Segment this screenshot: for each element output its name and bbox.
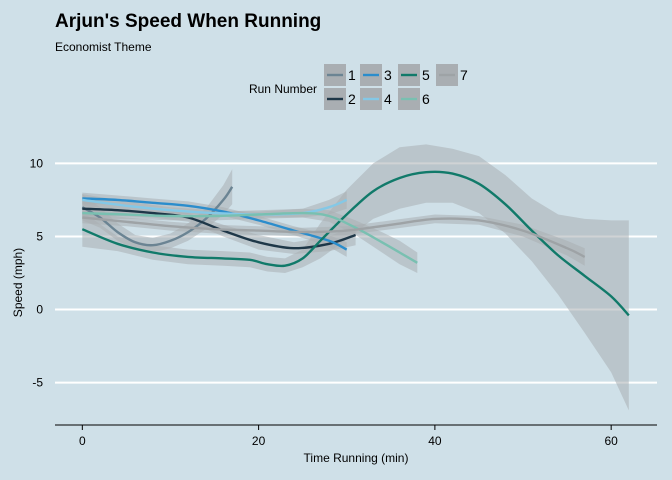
legend-label-5: 5 xyxy=(422,67,430,83)
chart-subtitle: Economist Theme xyxy=(55,40,152,54)
series-line-3 xyxy=(82,197,348,251)
confidence-band-6 xyxy=(82,207,418,273)
chart-title: Arjun's Speed When Running xyxy=(55,11,322,32)
y-axis-title: Speed (mph) xyxy=(11,248,25,317)
legend-label-7: 7 xyxy=(460,67,468,83)
y-tick-label--5: -5 xyxy=(32,376,43,390)
legend-label-3: 3 xyxy=(384,67,392,83)
x-tick-label-60: 60 xyxy=(604,434,618,448)
x-tick-label-20: 20 xyxy=(252,434,266,448)
x-tick-label-40: 40 xyxy=(428,434,442,448)
confidence-band-5 xyxy=(82,144,629,411)
legend-label-1: 1 xyxy=(348,67,356,83)
legend-label-2: 2 xyxy=(348,91,356,107)
y-tick-label-5: 5 xyxy=(36,229,43,243)
legend-label-4: 4 xyxy=(384,91,392,107)
legend-title: Run Number xyxy=(249,82,317,96)
x-axis-title: Time Running (min) xyxy=(304,451,409,465)
series-line-6 xyxy=(82,211,418,264)
x-tick-label-0: 0 xyxy=(79,434,86,448)
y-tick-label-10: 10 xyxy=(30,156,44,170)
y-tick-label-0: 0 xyxy=(36,303,43,317)
series-line-5 xyxy=(81,170,630,317)
legend-label-6: 6 xyxy=(422,91,430,107)
series-line-7 xyxy=(82,216,586,258)
series-line-4 xyxy=(82,198,348,216)
